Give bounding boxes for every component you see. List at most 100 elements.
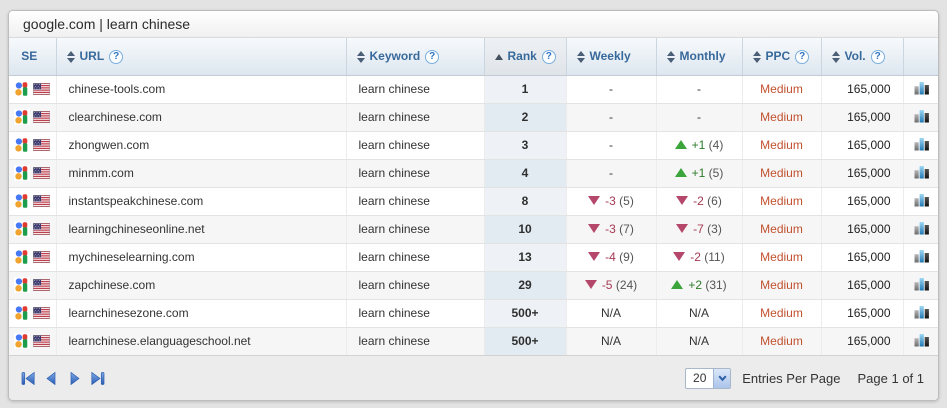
rank-cell: 10	[483, 215, 566, 244]
google-search-engine-icon	[14, 333, 31, 349]
last-page-icon	[91, 371, 105, 385]
chart-cell[interactable]	[902, 187, 938, 216]
column-header-monthly[interactable]: Monthly	[655, 38, 742, 76]
bar-chart-icon[interactable]	[914, 192, 930, 207]
previous-rank-value: (9)	[615, 250, 634, 264]
table-footer: 20 Entries Per Page Page 1 of 1	[9, 355, 938, 400]
url-cell: mychineselearning.com	[55, 243, 346, 272]
bar-chart-icon[interactable]	[914, 220, 930, 235]
weekly-cell: -5 (24)	[565, 271, 656, 300]
help-icon[interactable]: ?	[870, 49, 885, 64]
sort-icon	[831, 50, 840, 63]
table-row: learningchineseonline.net learn chinese …	[9, 215, 938, 244]
rank-cell: 29	[483, 271, 566, 300]
column-header-vol[interactable]: Vol.?	[820, 38, 903, 76]
url-cell: clearchinese.com	[55, 103, 346, 132]
us-flag-icon	[33, 83, 51, 95]
next-page-button[interactable]	[67, 371, 82, 386]
weekly-cell: -	[565, 103, 656, 132]
url-cell: instantspeakchinese.com	[55, 187, 346, 216]
bar-chart-icon[interactable]	[914, 276, 930, 291]
chart-cell[interactable]	[902, 327, 938, 356]
monthly-cell: -	[655, 75, 742, 104]
rank-cell: 500+	[483, 299, 566, 328]
url-cell: zapchinese.com	[55, 271, 346, 300]
rank-down-icon	[588, 224, 601, 234]
column-header-weekly[interactable]: Weekly	[565, 38, 656, 76]
rank-cell: 2	[483, 103, 566, 132]
first-page-button[interactable]	[21, 371, 36, 386]
chart-cell[interactable]	[902, 131, 938, 160]
previous-page-button[interactable]	[44, 371, 59, 386]
ppc-cell: Medium	[741, 187, 821, 216]
url-cell: learnchinese.elanguageschool.net	[55, 327, 346, 356]
last-page-button[interactable]	[90, 371, 105, 386]
google-search-engine-icon	[14, 81, 31, 97]
bar-chart-icon[interactable]	[914, 164, 930, 179]
sort-icon	[66, 50, 75, 63]
table-row: learnchinese.elanguageschool.net learn c…	[9, 327, 938, 356]
rank-cell: 3	[483, 131, 566, 160]
chart-cell[interactable]	[902, 215, 938, 244]
weekly-cell: N/A	[565, 299, 656, 328]
ppc-cell: Medium	[741, 299, 821, 328]
monthly-cell: +1 (5)	[655, 159, 742, 188]
google-search-engine-icon	[14, 221, 31, 237]
chart-cell[interactable]	[902, 271, 938, 300]
google-search-engine-icon	[14, 137, 31, 153]
pagination	[21, 371, 105, 386]
entries-per-page-select[interactable]: 20	[685, 367, 732, 389]
keyword-cell: learn chinese	[345, 327, 484, 356]
sort-icon	[666, 51, 675, 64]
chart-cell[interactable]	[902, 159, 938, 188]
help-icon[interactable]: ?	[425, 49, 440, 64]
rank-change-value: -2	[690, 250, 701, 264]
column-header-keyword[interactable]: Keyword?	[345, 38, 484, 76]
ppc-cell: Medium	[741, 243, 821, 272]
vol-cell: 165,000	[820, 271, 903, 300]
rank-cell: 4	[483, 159, 566, 188]
first-page-icon	[21, 371, 35, 385]
rankings-table: SE URL? Keyword? Rank? Weekly Monthly PP…	[9, 38, 938, 356]
rank-change-value: +1	[691, 138, 706, 152]
us-flag-icon	[33, 223, 51, 235]
keyword-cell: learn chinese	[345, 187, 484, 216]
vol-cell: 165,000	[820, 299, 903, 328]
column-header-ppc[interactable]: PPC?	[741, 38, 821, 76]
rank-change-value: -5	[601, 278, 613, 292]
bar-chart-icon[interactable]	[914, 108, 930, 123]
bar-chart-icon[interactable]	[914, 80, 930, 95]
rank-down-icon	[673, 252, 686, 262]
ppc-cell: Medium	[741, 103, 821, 132]
monthly-cell: -	[655, 103, 742, 132]
panel-title: google.com | learn chinese	[9, 11, 938, 38]
chart-cell[interactable]	[902, 103, 938, 132]
chart-cell[interactable]	[902, 299, 938, 328]
rank-change-value: +1	[691, 166, 706, 180]
url-cell: chinese-tools.com	[55, 75, 346, 104]
entries-per-page-label: Entries Per Page	[742, 370, 841, 386]
table-row: zhongwen.com learn chinese 3 - +1 (4) Me…	[9, 131, 938, 160]
se-cell	[9, 131, 56, 160]
keyword-cell: learn chinese	[345, 159, 484, 188]
column-label: Keyword	[369, 48, 421, 63]
help-icon[interactable]: ?	[109, 49, 124, 64]
column-header-url[interactable]: URL?	[55, 38, 346, 76]
help-icon[interactable]: ?	[541, 49, 556, 64]
chart-cell[interactable]	[902, 75, 938, 104]
column-header-rank[interactable]: Rank?	[483, 38, 566, 76]
google-search-engine-icon	[14, 193, 31, 209]
help-icon[interactable]: ?	[795, 49, 810, 64]
vol-cell: 165,000	[820, 103, 903, 132]
vol-cell: 165,000	[820, 131, 903, 160]
chart-cell[interactable]	[902, 243, 938, 272]
vol-cell: 165,000	[820, 159, 903, 188]
bar-chart-icon[interactable]	[914, 136, 930, 151]
rank-change-value: -4	[605, 250, 616, 264]
column-label: Vol.	[844, 48, 866, 63]
ppc-cell: Medium	[741, 75, 821, 104]
bar-chart-icon[interactable]	[914, 304, 930, 319]
bar-chart-icon[interactable]	[914, 332, 930, 347]
weekly-cell: -3 (7)	[565, 215, 656, 244]
bar-chart-icon[interactable]	[914, 248, 930, 263]
